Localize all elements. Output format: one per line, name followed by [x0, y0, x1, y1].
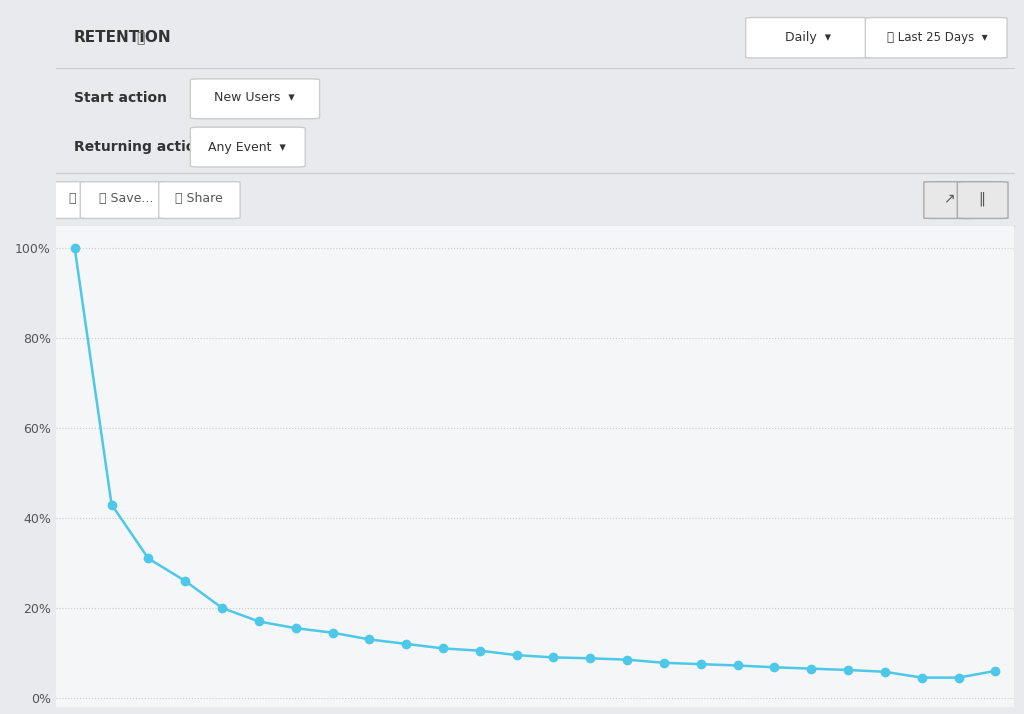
FancyBboxPatch shape [957, 182, 1008, 218]
Text: Returning action: Returning action [74, 140, 205, 154]
FancyBboxPatch shape [865, 18, 1007, 58]
FancyBboxPatch shape [190, 79, 319, 119]
Text: ↗: ↗ [943, 191, 954, 206]
Text: New Users  ▾: New Users ▾ [214, 91, 295, 104]
FancyBboxPatch shape [924, 182, 975, 218]
Text: RETENTION: RETENTION [74, 30, 171, 45]
Text: ⓘ: ⓘ [136, 31, 144, 45]
Text: 📅 Last 25 Days  ▾: 📅 Last 25 Days ▾ [887, 31, 987, 44]
Text: Daily  ▾: Daily ▾ [785, 31, 830, 44]
Text: ⤓ Save...: ⤓ Save... [99, 192, 154, 205]
Text: Start action: Start action [74, 91, 167, 105]
Text: 🎨: 🎨 [69, 192, 77, 205]
FancyBboxPatch shape [49, 182, 95, 218]
Text: Any Event  ▾: Any Event ▾ [208, 141, 286, 154]
FancyBboxPatch shape [159, 182, 241, 218]
FancyBboxPatch shape [190, 127, 305, 167]
FancyBboxPatch shape [745, 18, 870, 58]
Text: ‖: ‖ [979, 191, 986, 206]
FancyBboxPatch shape [80, 182, 171, 218]
Text: 🔗 Share: 🔗 Share [175, 192, 223, 205]
